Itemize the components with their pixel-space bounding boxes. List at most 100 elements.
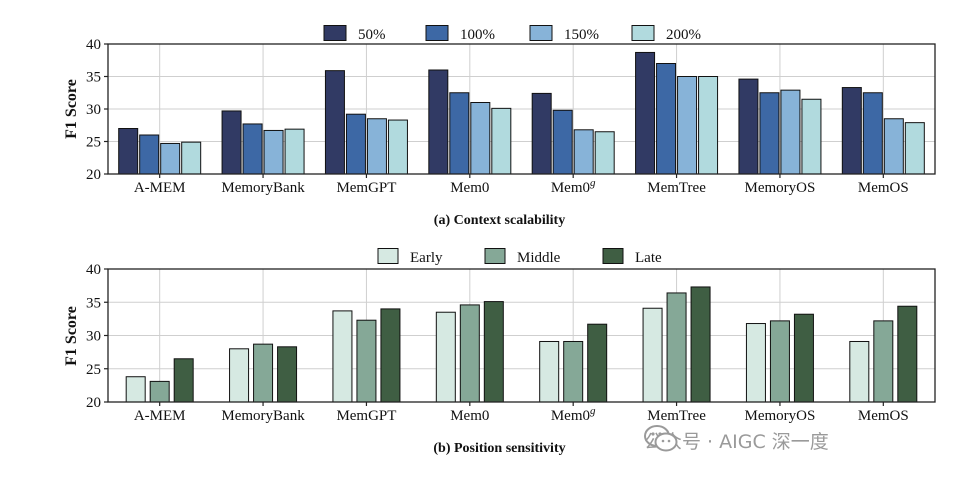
x-tick-label: Mem0 <box>450 180 489 196</box>
x-tick-label: A-MEM <box>134 180 186 196</box>
bar-memtree-middle <box>666 292 687 403</box>
legend-label: Early <box>410 250 443 266</box>
y-tick-label: 30 <box>86 329 101 345</box>
bar-mem0g-50pct <box>531 92 552 175</box>
bar-memos-late <box>897 305 918 403</box>
bar-a-mem-late <box>173 358 194 403</box>
bar-memorybank-middle <box>253 343 274 403</box>
legend-swatch <box>631 25 655 41</box>
x-tick-label: MemoryBank <box>221 408 305 424</box>
bar-memoryos-late <box>793 313 814 403</box>
bar-memtree-150pct <box>677 76 698 175</box>
bar-a-mem-100pct <box>139 134 160 175</box>
bar-memgpt-150pct <box>366 118 387 175</box>
bar-memoryos-50pct <box>738 78 759 175</box>
legend-label: Late <box>635 250 662 266</box>
bar-memos-50pct <box>841 87 862 175</box>
x-tick-label: MemOS <box>858 180 909 196</box>
bar-memoryos-middle <box>769 320 790 403</box>
legend-label: Middle <box>517 250 561 266</box>
bar-mem0-200pct <box>491 107 512 175</box>
y-axis-label: F1 Score <box>63 306 80 366</box>
bar-mem0-late <box>483 301 504 403</box>
bar-memoryos-200pct <box>801 98 822 175</box>
x-tick-label: MemoryOS <box>745 180 816 196</box>
bar-memoryos-early <box>745 323 766 403</box>
bar-memgpt-200pct <box>387 119 408 175</box>
legend-label: 100% <box>460 27 495 43</box>
y-tick-label: 30 <box>86 102 101 118</box>
bar-a-mem-200pct <box>181 141 202 175</box>
bar-memoryos-150pct <box>780 89 801 175</box>
legend-swatch <box>602 248 624 264</box>
x-tick-label: Mem0g <box>551 177 596 196</box>
bar-memgpt-middle <box>356 319 377 403</box>
bar-memos-150pct <box>883 118 904 175</box>
chart-panel-position-sensitivity: 20 25 30 35 40 F1 Score A-MEM MemoryBank MemGPT M… <box>63 248 936 456</box>
x-tick-label: MemGPT <box>336 408 396 424</box>
bar-memgpt-50pct <box>324 70 345 175</box>
bar-mem0g-100pct <box>552 109 573 175</box>
x-tick-label: MemOS <box>858 408 909 424</box>
bar-a-mem-150pct <box>160 142 181 175</box>
bar-a-mem-early <box>125 376 146 403</box>
bar-memorybank-late <box>277 346 298 403</box>
watermark: 公众号 · AIGC 深一度 <box>644 425 829 455</box>
bar-memgpt-late <box>380 308 401 403</box>
y-tick-label: 35 <box>86 70 101 86</box>
y-tick-label: 35 <box>86 295 101 311</box>
chart-caption: (a) Context scalability <box>434 213 565 228</box>
x-tick-label: Mem0 <box>450 408 489 424</box>
bar-mem0g-late <box>587 323 608 403</box>
bar-memtree-late <box>690 286 711 403</box>
x-tick-label: MemoryOS <box>745 408 816 424</box>
x-tick-label: MemTree <box>647 408 706 424</box>
bar-memgpt-early <box>332 310 353 403</box>
y-tick-label: 20 <box>86 395 101 411</box>
bar-memtree-100pct <box>656 63 677 175</box>
bar-mem0g-early <box>539 340 560 403</box>
bar-memos-early <box>849 340 870 403</box>
legend-label: 150% <box>564 27 599 43</box>
bar-mem0-100pct <box>449 92 470 175</box>
legend-label: 200% <box>666 27 701 43</box>
bar-a-mem-50pct <box>118 128 139 175</box>
y-tick-label: 40 <box>86 262 101 278</box>
bar-memorybank-early <box>229 348 250 403</box>
bar-memos-100pct <box>862 92 883 175</box>
bar-memgpt-100pct <box>345 113 366 175</box>
bar-a-mem-middle <box>149 380 170 403</box>
legend-label: 50% <box>358 27 386 43</box>
bar-mem0-middle <box>459 304 480 403</box>
bar-memoryos-100pct <box>759 92 780 175</box>
watermark-text: 公众号 · AIGC 深一度 <box>644 430 829 453</box>
bar-mem0g-150pct <box>573 129 594 175</box>
y-tick-label: 20 <box>86 167 101 183</box>
bar-memorybank-50pct <box>221 110 242 175</box>
x-tick-label: MemTree <box>647 180 706 196</box>
bar-memorybank-150pct <box>263 129 284 175</box>
bar-mem0-150pct <box>470 102 491 175</box>
bar-mem0-early <box>435 311 456 403</box>
legend-swatch <box>323 25 347 41</box>
chart-panel-context-scalability: 20 25 30 35 40 F1 Score A-MEM MemoryBank MemGPT M… <box>63 25 936 228</box>
legend-swatch <box>529 25 553 41</box>
x-tick-label: Mem0g <box>551 405 596 424</box>
bar-memos-200pct <box>904 122 925 175</box>
bar-mem0g-200pct <box>594 131 615 175</box>
legend-swatch <box>484 248 506 264</box>
legend-swatch <box>425 25 449 41</box>
bar-mem0-50pct <box>428 69 449 175</box>
y-tick-label: 40 <box>86 37 101 53</box>
bar-memos-middle <box>873 320 894 403</box>
y-tick-label: 25 <box>86 362 101 378</box>
y-axis-label: F1 Score <box>63 79 80 139</box>
bar-memorybank-100pct <box>242 123 263 175</box>
chart-caption: (b) Position sensitivity <box>433 441 565 456</box>
bar-mem0g-middle <box>563 340 584 403</box>
x-tick-label: MemoryBank <box>221 180 305 196</box>
y-tick-label: 25 <box>86 135 101 151</box>
bar-memorybank-200pct <box>284 128 305 175</box>
bar-memtree-early <box>642 307 663 403</box>
wechat-icon <box>644 425 678 452</box>
